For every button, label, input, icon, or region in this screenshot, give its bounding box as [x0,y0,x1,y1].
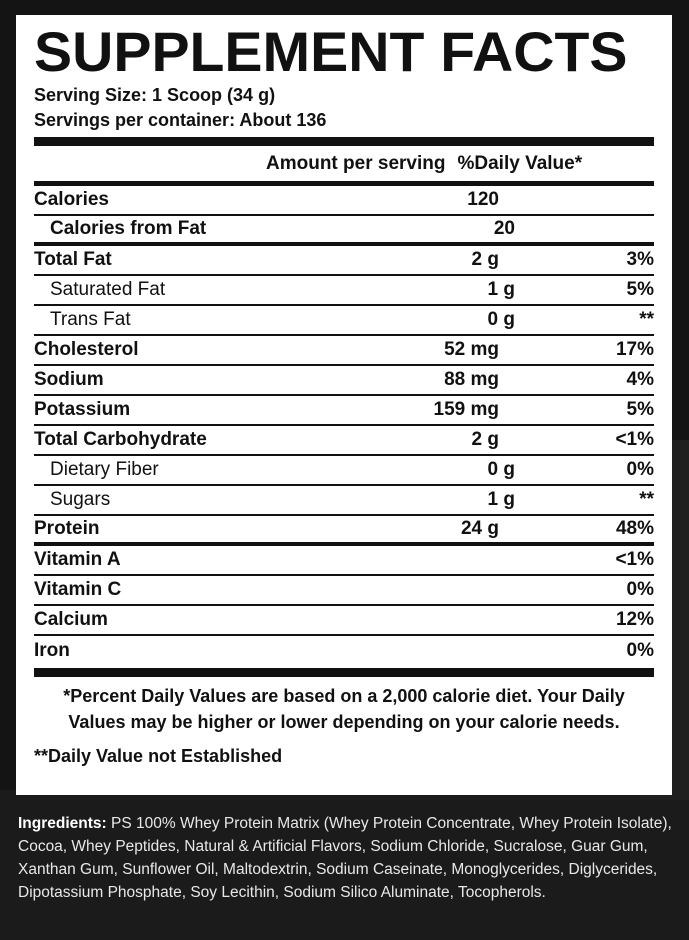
nutrient-row: Calories from Fat 20 [34,216,654,246]
ingredients-text: PS 100% Whey Protein Matrix (Whey Protei… [18,815,672,901]
ingredients-statement: Ingredients: PS 100% Whey Protein Matrix… [18,812,673,904]
nutrient-row: Iron 0% [34,636,654,666]
nutrient-name: Protein [34,518,100,539]
nutrient-daily-value: 0% [626,579,654,600]
nutrient-daily-value: 12% [615,609,654,630]
column-header: Amount per serving %Daily Value* [34,146,654,181]
nutrient-daily-value: 17% [615,339,654,360]
footnotes: *Percent Daily Values are based on a 2,0… [34,683,654,769]
nutrient-row: Potassium 159 mg 5% [34,396,654,426]
nutrient-name: Vitamin C [34,579,122,600]
daily-value-footnote: *Percent Daily Values are based on a 2,0… [63,686,625,732]
serving-size: Serving Size: 1 Scoop (34 g) [34,85,276,105]
background-band [0,790,689,940]
nutrient-row: Calories 120 [34,186,654,216]
nutrient-name: Sugars [50,489,111,510]
divider-thick [34,668,654,677]
nutrient-amount: 2 g [471,429,499,450]
nutrient-row: Total Fat 2 g 3% [34,246,654,276]
nutrient-amount: 88 mg [444,369,499,390]
nutrient-daily-value: ** [639,489,654,510]
nutrient-amount: 1 g [487,279,515,300]
nutrient-row: Sugars 1 g ** [34,486,654,516]
nutrient-name: Calcium [34,609,108,630]
nutrient-daily-value: ** [639,309,654,330]
nutrient-daily-value: 5% [626,279,654,300]
nutrient-daily-value: <1% [615,429,654,450]
nutrient-amount: 20 [493,218,515,239]
nutrient-row: Dietary Fiber 0 g 0% [34,456,654,486]
nutrient-name: Total Fat [34,249,112,270]
nutrient-name: Trans Fat [50,309,131,330]
nutrient-row: Calcium 12% [34,606,654,636]
nutrient-name: Cholesterol [34,339,139,360]
nutrient-row: Cholesterol 52 mg 17% [34,336,654,366]
nutrient-table: Calories 120 Calories from Fat 20 Total … [34,186,654,666]
nutrient-daily-value: 3% [626,249,654,270]
nutrient-row: Vitamin A <1% [34,546,654,576]
nutrient-row: Vitamin C 0% [34,576,654,606]
nutrient-name: Vitamin A [34,549,121,570]
nutrient-row: Trans Fat 0 g ** [34,306,654,336]
nutrient-daily-value: 48% [615,518,654,539]
nutrient-row: Sodium 88 mg 4% [34,366,654,396]
supplement-facts-panel: SUPPLEMENT FACTS Serving Size: 1 Scoop (… [16,15,672,795]
nutrient-row: Protein 24 g 48% [34,516,654,546]
not-established-footnote: **Daily Value not Established [34,746,283,766]
nutrient-row: Saturated Fat 1 g 5% [34,276,654,306]
nutrient-amount: 2 g [471,249,499,270]
nutrient-amount: 0 g [487,309,515,330]
ingredients-label: Ingredients: [18,815,107,832]
nutrient-amount: 0 g [487,459,515,480]
amount-header: Amount per serving [266,152,446,174]
nutrient-name: Calories [34,189,109,210]
panel-title: SUPPLEMENT FACTS [34,20,628,83]
nutrient-daily-value: 0% [626,640,654,661]
nutrient-name: Iron [34,640,70,661]
servings-per-container: Servings per container: About 136 [34,110,327,130]
nutrient-amount: 52 mg [444,339,499,360]
nutrient-name: Dietary Fiber [50,459,159,480]
nutrient-daily-value: 4% [626,369,654,390]
daily-value-header: %Daily Value* [457,152,583,174]
nutrient-name: Potassium [34,399,131,420]
nutrient-row: Total Carbohydrate 2 g <1% [34,426,654,456]
nutrient-name: Calories from Fat [50,218,207,239]
nutrient-name: Total Carbohydrate [34,429,207,450]
nutrient-amount: 1 g [487,489,515,510]
nutrient-amount: 159 mg [433,399,499,420]
nutrient-name: Saturated Fat [50,279,166,300]
nutrient-amount: 24 g [460,518,499,539]
nutrient-daily-value: 0% [626,459,654,480]
divider-thick [34,137,654,146]
nutrient-name: Sodium [34,369,104,390]
nutrient-daily-value: <1% [615,549,654,570]
nutrient-daily-value: 5% [626,399,654,420]
divider-medium [34,181,654,186]
nutrient-amount: 120 [467,189,499,210]
